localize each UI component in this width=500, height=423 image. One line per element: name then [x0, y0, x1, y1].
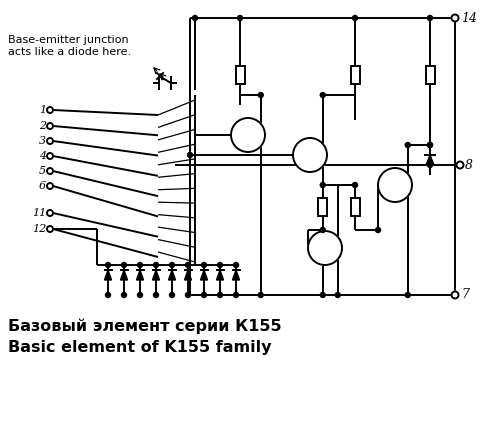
- Circle shape: [218, 263, 222, 267]
- Text: 12: 12: [32, 224, 46, 234]
- Polygon shape: [216, 270, 224, 280]
- Circle shape: [188, 153, 192, 157]
- Circle shape: [122, 263, 126, 267]
- Circle shape: [378, 168, 412, 202]
- Circle shape: [47, 168, 53, 174]
- Text: 5: 5: [39, 166, 46, 176]
- Text: 7: 7: [461, 288, 469, 302]
- Circle shape: [170, 292, 174, 297]
- Circle shape: [47, 210, 53, 216]
- Text: 4: 4: [39, 151, 46, 161]
- Circle shape: [456, 162, 464, 168]
- Circle shape: [202, 292, 206, 297]
- Polygon shape: [184, 270, 192, 280]
- Polygon shape: [168, 270, 175, 280]
- Polygon shape: [200, 270, 207, 280]
- Text: 14: 14: [461, 11, 477, 25]
- Circle shape: [258, 93, 263, 97]
- Circle shape: [405, 143, 410, 148]
- Circle shape: [186, 292, 190, 297]
- Circle shape: [320, 182, 325, 187]
- Circle shape: [154, 263, 158, 267]
- Bar: [350, 198, 360, 217]
- Circle shape: [452, 291, 458, 299]
- Text: 11: 11: [32, 208, 46, 218]
- Circle shape: [106, 263, 110, 267]
- Circle shape: [428, 143, 432, 148]
- Circle shape: [106, 292, 110, 297]
- Text: 3: 3: [39, 136, 46, 146]
- Circle shape: [47, 183, 53, 189]
- Text: Base-emitter junction: Base-emitter junction: [8, 35, 128, 45]
- Circle shape: [376, 228, 380, 233]
- Bar: [350, 66, 360, 84]
- Circle shape: [231, 118, 265, 152]
- Circle shape: [258, 292, 263, 297]
- Bar: [318, 198, 327, 217]
- Circle shape: [138, 292, 142, 297]
- Polygon shape: [232, 270, 239, 280]
- Circle shape: [293, 138, 327, 172]
- Circle shape: [352, 182, 358, 187]
- Circle shape: [202, 263, 206, 267]
- Polygon shape: [104, 270, 112, 280]
- Circle shape: [428, 16, 432, 20]
- Circle shape: [47, 107, 53, 113]
- Text: acts like a diode here.: acts like a diode here.: [8, 47, 131, 57]
- Circle shape: [122, 292, 126, 297]
- Bar: [426, 66, 434, 84]
- Circle shape: [320, 292, 325, 297]
- Circle shape: [170, 263, 174, 267]
- Circle shape: [234, 263, 238, 267]
- Text: 6: 6: [39, 181, 46, 191]
- Circle shape: [47, 226, 53, 232]
- Circle shape: [428, 143, 432, 148]
- Circle shape: [320, 93, 325, 97]
- Circle shape: [234, 292, 238, 297]
- Circle shape: [47, 153, 53, 159]
- Circle shape: [320, 228, 325, 233]
- Circle shape: [218, 292, 222, 297]
- Bar: [236, 66, 244, 84]
- Circle shape: [138, 263, 142, 267]
- Polygon shape: [136, 270, 143, 280]
- Polygon shape: [426, 155, 434, 165]
- Circle shape: [47, 138, 53, 144]
- Text: Basic element of K155 family: Basic element of K155 family: [8, 340, 272, 355]
- Circle shape: [405, 292, 410, 297]
- Text: Базовый элемент серии К155: Базовый элемент серии К155: [8, 318, 281, 333]
- Circle shape: [452, 14, 458, 22]
- Text: 8: 8: [465, 159, 473, 171]
- Circle shape: [154, 292, 158, 297]
- Circle shape: [308, 231, 342, 265]
- Circle shape: [186, 263, 190, 267]
- Polygon shape: [152, 270, 160, 280]
- Circle shape: [352, 16, 358, 20]
- Circle shape: [335, 292, 340, 297]
- Text: 1: 1: [39, 105, 46, 115]
- Circle shape: [238, 16, 242, 20]
- Polygon shape: [120, 270, 128, 280]
- Circle shape: [192, 16, 198, 20]
- Circle shape: [428, 162, 432, 168]
- Circle shape: [47, 123, 53, 129]
- Text: 2: 2: [39, 121, 46, 131]
